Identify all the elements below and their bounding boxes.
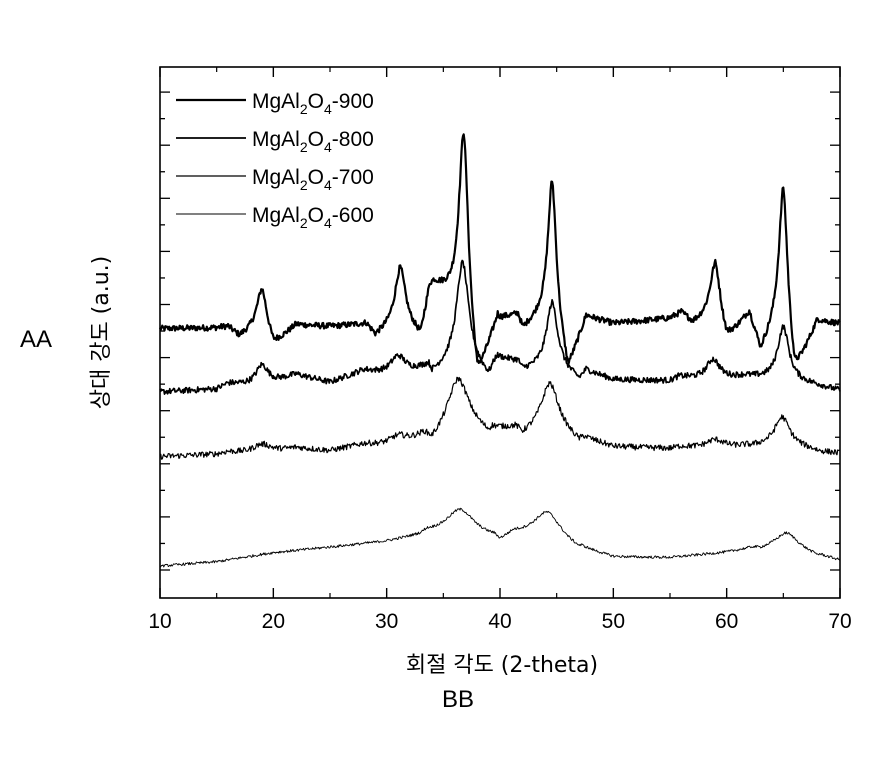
legend-text-part: -900: [332, 90, 374, 113]
series-line-700: [159, 376, 841, 460]
legend-subscript: 4: [324, 215, 332, 231]
x-axis-title: 회절 각도 (2-theta): [406, 653, 598, 678]
legend-text-part: -800: [332, 128, 374, 151]
legend: MgAl2O4-900MgAl2O4-800MgAl2O4-700MgAl2O4…: [176, 90, 374, 231]
legend-text-part: O: [308, 128, 324, 151]
series-line-600: [159, 507, 841, 568]
legend-entry: MgAl2O4-800: [252, 128, 374, 155]
left-annotation-label: AA: [20, 326, 53, 353]
legend-subscript: 4: [324, 177, 332, 193]
legend-subscript: 2: [300, 101, 308, 117]
legend-entry: MgAl2O4-700: [252, 166, 374, 193]
legend-text-part: O: [308, 166, 324, 189]
legend-subscript: 4: [324, 101, 332, 117]
x-tick-label: 10: [148, 610, 171, 633]
legend-subscript: 4: [324, 139, 332, 155]
bottom-annotation-label: BB: [442, 686, 475, 713]
legend-entry: MgAl2O4-600: [252, 204, 374, 231]
x-tick-label: 50: [602, 610, 625, 633]
y-axis-title: 상대 강도 (a.u.): [89, 256, 114, 410]
legend-text-part: O: [308, 204, 324, 227]
x-tick-label: 70: [828, 610, 851, 633]
legend-text-part: O: [308, 90, 324, 113]
x-tick-label: 20: [262, 610, 285, 633]
x-axis-ticks: 10 20 30 40 50 60 70: [148, 67, 852, 633]
series-line-900: [158, 133, 841, 365]
legend-text-part: MgAl: [252, 166, 300, 189]
x-tick-label: 40: [488, 610, 511, 633]
x-tick-label: 30: [375, 610, 398, 633]
legend-text-part: MgAl: [252, 90, 300, 113]
x-tick-label: 60: [715, 610, 738, 633]
legend-subscript: 2: [300, 177, 308, 193]
legend-text-part: -700: [332, 166, 374, 189]
legend-text-part: MgAl: [252, 128, 300, 151]
legend-entry: MgAl2O4-900: [252, 90, 374, 117]
y-axis-ticks: [160, 91, 840, 571]
series-line-800: [159, 259, 841, 395]
legend-text-part: MgAl: [252, 204, 300, 227]
series-lines: [158, 133, 841, 568]
legend-subscript: 2: [300, 215, 308, 231]
legend-subscript: 2: [300, 139, 308, 155]
legend-text-part: -600: [332, 204, 374, 227]
